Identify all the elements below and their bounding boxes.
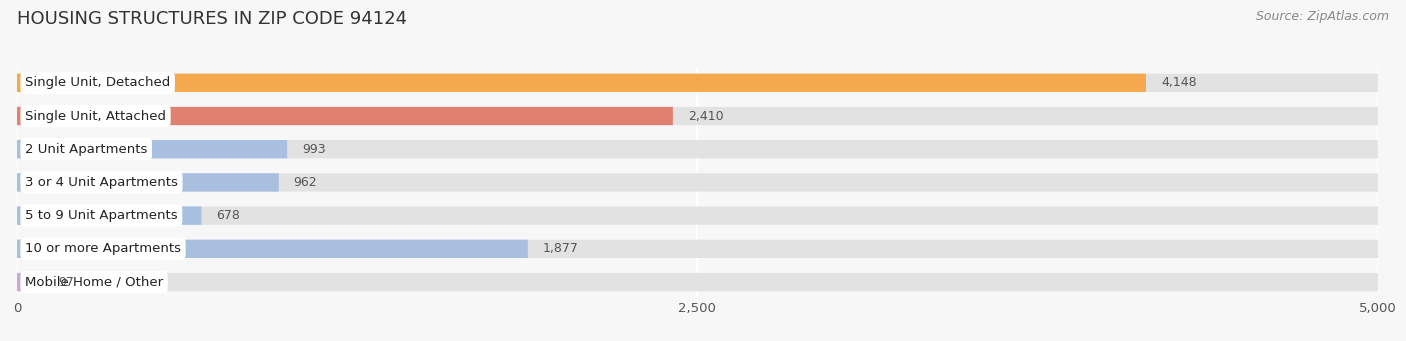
Text: 3 or 4 Unit Apartments: 3 or 4 Unit Apartments — [25, 176, 179, 189]
Text: Single Unit, Detached: Single Unit, Detached — [25, 76, 170, 89]
Text: 2 Unit Apartments: 2 Unit Apartments — [25, 143, 148, 156]
Text: 97: 97 — [58, 276, 75, 288]
Text: 962: 962 — [294, 176, 318, 189]
FancyBboxPatch shape — [17, 140, 1378, 158]
FancyBboxPatch shape — [17, 240, 1378, 258]
Text: Source: ZipAtlas.com: Source: ZipAtlas.com — [1256, 10, 1389, 23]
FancyBboxPatch shape — [17, 173, 1378, 192]
Text: 2,410: 2,410 — [688, 109, 724, 122]
Text: 993: 993 — [302, 143, 326, 156]
Text: 678: 678 — [217, 209, 240, 222]
FancyBboxPatch shape — [17, 207, 201, 225]
Text: 5 to 9 Unit Apartments: 5 to 9 Unit Apartments — [25, 209, 177, 222]
Text: Single Unit, Attached: Single Unit, Attached — [25, 109, 166, 122]
FancyBboxPatch shape — [17, 107, 1378, 125]
FancyBboxPatch shape — [17, 240, 527, 258]
FancyBboxPatch shape — [17, 74, 1146, 92]
Text: 1,877: 1,877 — [543, 242, 579, 255]
Text: Mobile Home / Other: Mobile Home / Other — [25, 276, 163, 288]
FancyBboxPatch shape — [17, 273, 44, 291]
FancyBboxPatch shape — [17, 207, 1378, 225]
Text: 10 or more Apartments: 10 or more Apartments — [25, 242, 181, 255]
Text: HOUSING STRUCTURES IN ZIP CODE 94124: HOUSING STRUCTURES IN ZIP CODE 94124 — [17, 10, 406, 28]
FancyBboxPatch shape — [17, 107, 673, 125]
FancyBboxPatch shape — [17, 273, 1378, 291]
Text: 4,148: 4,148 — [1161, 76, 1197, 89]
FancyBboxPatch shape — [17, 140, 287, 158]
FancyBboxPatch shape — [17, 173, 278, 192]
FancyBboxPatch shape — [17, 74, 1378, 92]
